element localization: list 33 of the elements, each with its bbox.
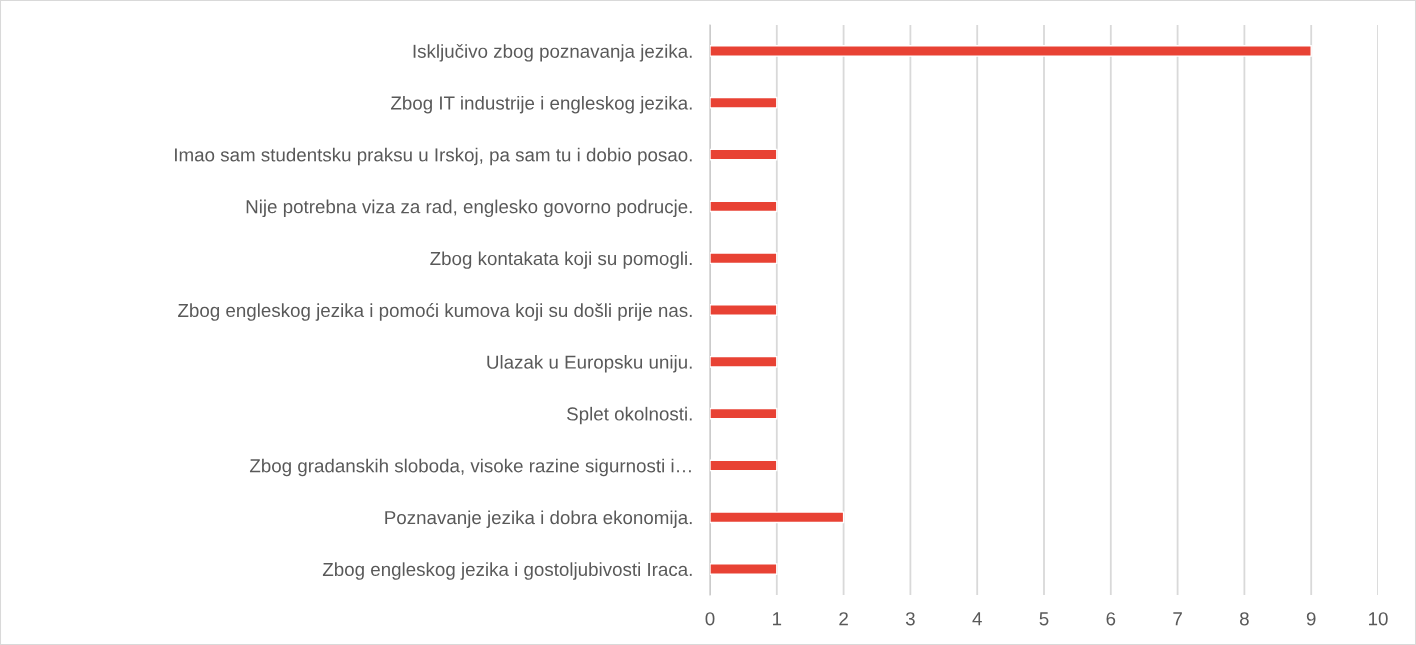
y-tick-label: Zbog kontakata koji su pomogli. xyxy=(430,251,692,269)
y-tick-label: Splet okolnosti. xyxy=(567,406,692,425)
bar xyxy=(710,45,1312,57)
y-tick-label: Nije potrebna viza za rad, englesko govorno podrucje. xyxy=(246,199,692,218)
bar xyxy=(710,407,778,420)
x-tick-label: 8 xyxy=(1240,612,1249,626)
bar xyxy=(710,459,778,472)
bar xyxy=(710,200,778,213)
x-tick-label: 10 xyxy=(1369,612,1388,626)
y-tick-label: Zbog engleskog jezika i gostoljubivosti Iraca. xyxy=(322,562,692,580)
y-tick-label: Zbog gradanskih sloboda, visoke razine sigurnosti i… xyxy=(249,458,691,477)
x-tick-label: 7 xyxy=(1173,612,1182,626)
bar xyxy=(710,252,778,265)
y-tick-label: Imao sam studentsku praksu u Irskoj, pa sam tu i dobio posao. xyxy=(175,147,692,166)
x-tick-label: 6 xyxy=(1106,612,1116,626)
bar xyxy=(710,96,778,109)
x-tick-label: 1 xyxy=(773,612,782,626)
x-tick-label: 3 xyxy=(905,612,915,626)
y-tick-label: Zbog engleskog jezika i pomoći kumova koji su došli prije nas. xyxy=(178,303,692,321)
x-tick-label: 0 xyxy=(705,612,715,626)
bar xyxy=(710,563,778,575)
x-tick-label: 4 xyxy=(972,612,982,626)
bar xyxy=(710,355,778,368)
x-tick-label: 9 xyxy=(1306,612,1316,626)
y-tick-label: Ulazak u Europsku uniju. xyxy=(487,355,692,373)
bar xyxy=(710,304,778,316)
bar xyxy=(710,148,778,161)
x-tick-label: 2 xyxy=(839,612,848,626)
y-tick-label: Zbog IT industrije i engleskog jezika. xyxy=(391,95,692,114)
y-tick-label: Isključivo zbog poznavanja jezika. xyxy=(413,44,692,62)
y-tick-label: Poznavanje jezika i dobra ekonomija. xyxy=(385,510,692,528)
bar xyxy=(710,511,845,524)
x-tick-label: 5 xyxy=(1039,612,1049,626)
